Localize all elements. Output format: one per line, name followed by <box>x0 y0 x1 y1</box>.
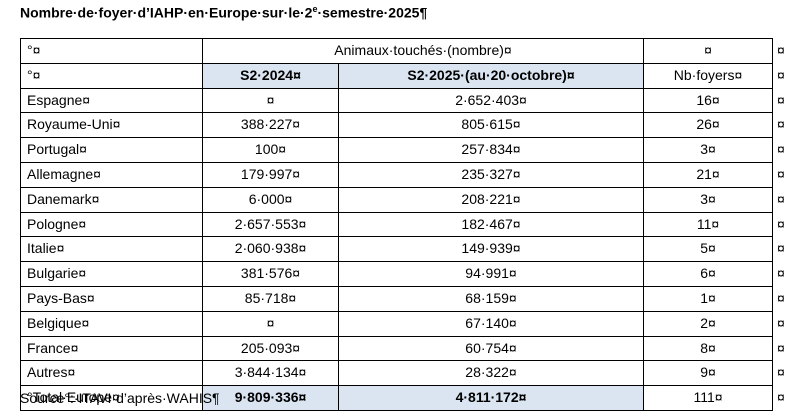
table-cell: 16¤ <box>643 87 773 114</box>
table-cell: 9¤ <box>643 360 773 387</box>
row-end-mark: ¤ <box>777 240 785 257</box>
table-cell: Nb·foyers¤ <box>643 62 773 89</box>
table-cell: 3¤ <box>643 137 773 163</box>
title: Nombre·de·foyer·d’IAHP·en·Europe·sur·le·… <box>20 4 427 21</box>
row-end-mark: ¤ <box>777 166 785 182</box>
table-cell: ¤ <box>202 87 339 114</box>
table-cell: 2·060·938¤ <box>202 236 339 263</box>
source: Source°:·ITAVI·d’après·WAHIS¶ <box>20 390 220 406</box>
table-cell: 9·809·336¤ <box>202 385 339 411</box>
title-superscript: e <box>312 4 318 14</box>
row-end-mark: ¤ <box>777 42 785 58</box>
row-end-mark: ¤ <box>777 215 785 232</box>
table-cell: 182·467¤ <box>338 211 644 238</box>
table-cell: 111¤ <box>643 385 773 411</box>
row-end-mark: ¤ <box>777 339 785 356</box>
row-label: Autres¤ <box>20 360 203 387</box>
table-cell: ¤ <box>202 310 339 337</box>
row-end-mark: ¤ <box>777 314 785 331</box>
row-end-mark: ¤ <box>777 141 785 158</box>
table-cell: 205·093¤ <box>202 335 339 362</box>
row-end-mark: ¤ <box>777 290 785 306</box>
row-label: Italie¤ <box>20 236 203 263</box>
table-cell: S2·2025·(au·20·octobre)¤ <box>338 62 644 89</box>
row-label: Portugal¤ <box>20 137 203 163</box>
table-cell: 3·844·134¤ <box>202 360 339 387</box>
table-cell: 388·227¤ <box>202 112 339 139</box>
table-cell: 2·657·553¤ <box>202 211 339 238</box>
table-cell: 6·000¤ <box>202 186 339 213</box>
row-end-mark: ¤ <box>777 190 785 207</box>
row-label: Bulgarie¤ <box>20 261 203 287</box>
row-label: France¤ <box>20 335 203 362</box>
table-cell: 6¤ <box>643 261 773 287</box>
table-cell: 85·718¤ <box>202 286 339 312</box>
table-cell: ¤ <box>643 38 773 64</box>
row-label: Espagne¤ <box>20 87 203 114</box>
row-end-mark: ¤ <box>777 91 785 108</box>
table-cell: 3¤ <box>643 186 773 213</box>
table-cell: 60·754¤ <box>338 335 644 362</box>
table-cell: 2¤ <box>643 310 773 337</box>
table-cell: 11¤ <box>643 211 773 238</box>
table-cell: 4·811·172¤ <box>338 385 644 411</box>
table-cell: 381·576¤ <box>202 261 339 287</box>
table-cell: 5¤ <box>643 236 773 263</box>
row-label: °¤ <box>20 62 203 89</box>
row-end-mark: ¤ <box>777 66 785 83</box>
table-cell: 26¤ <box>643 112 773 139</box>
table-cell: S2·2024¤ <box>202 62 339 89</box>
row-label: Danemark¤ <box>20 186 203 213</box>
row-end-mark: ¤ <box>777 116 785 133</box>
row-label: Allemagne¤ <box>20 162 203 188</box>
table-cell: 179·997¤ <box>202 162 339 188</box>
table-cell: 28·322¤ <box>338 360 644 387</box>
row-label: Belgique¤ <box>20 310 203 337</box>
table-cell: 68·159¤ <box>338 286 644 312</box>
table-cell: Animaux·touchés·(nombre)¤ <box>202 38 644 64</box>
table-cell: 1¤ <box>643 286 773 312</box>
table-cell: 805·615¤ <box>338 112 644 139</box>
table-cell: 208·221¤ <box>338 186 644 213</box>
row-label: Pologne¤ <box>20 211 203 238</box>
table-cell: 149·939¤ <box>338 236 644 263</box>
row-end-mark: ¤ <box>777 364 785 381</box>
table-cell: 2·652·403¤ <box>338 87 644 114</box>
table-cell: 257·834¤ <box>338 137 644 163</box>
table-cell: 94·991¤ <box>338 261 644 287</box>
table-cell: 21¤ <box>643 162 773 188</box>
row-label: Royaume-Uni¤ <box>20 112 203 139</box>
row-label: °¤ <box>20 38 203 64</box>
table-cell: 100¤ <box>202 137 339 163</box>
table-cell: 235·327¤ <box>338 162 644 188</box>
table-cell: 8¤ <box>643 335 773 362</box>
row-end-mark: ¤ <box>777 265 785 282</box>
title-text: Nombre·de·foyer·d’IAHP·en·Europe·sur·le·… <box>20 4 313 21</box>
table-cell: 67·140¤ <box>338 310 644 337</box>
row-label: Pays-Bas¤ <box>20 286 203 312</box>
title-text: ·semestre·2025¶ <box>317 4 428 21</box>
row-end-mark: ¤ <box>777 389 785 406</box>
